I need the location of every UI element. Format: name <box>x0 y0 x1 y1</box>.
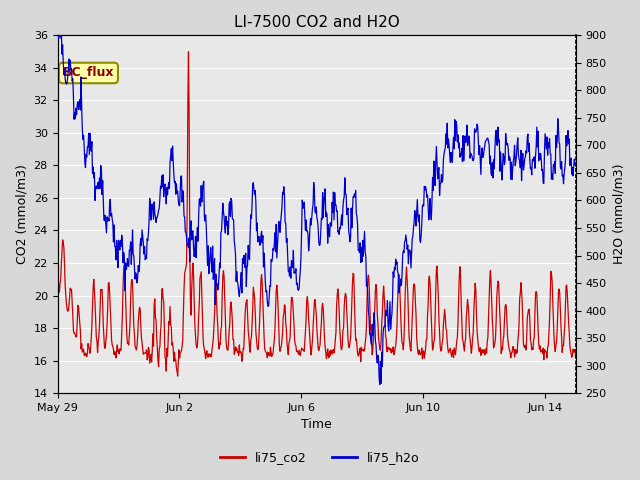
Text: BC_flux: BC_flux <box>63 66 114 80</box>
Legend: li75_co2, li75_h2o: li75_co2, li75_h2o <box>215 446 425 469</box>
Y-axis label: H2O (mmol/m3): H2O (mmol/m3) <box>612 164 625 264</box>
Title: LI-7500 CO2 and H2O: LI-7500 CO2 and H2O <box>234 15 399 30</box>
X-axis label: Time: Time <box>301 419 332 432</box>
Y-axis label: CO2 (mmol/m3): CO2 (mmol/m3) <box>15 164 28 264</box>
